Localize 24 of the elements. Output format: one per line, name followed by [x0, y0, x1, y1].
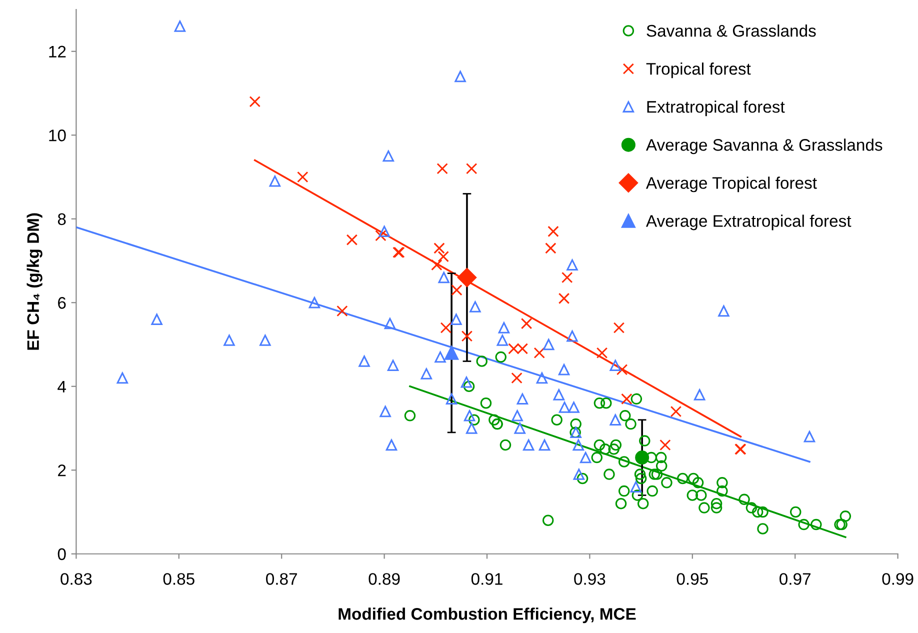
legend-label: Tropical forest [646, 62, 751, 78]
x-tick-label: 0.97 [780, 573, 810, 585]
x-tick-label: 0.89 [368, 573, 400, 585]
y-tick-label: 6 [58, 297, 66, 309]
x-tick-label: 0.85 [163, 573, 194, 585]
x-tick-label: 0.93 [574, 573, 606, 585]
legend-label: Extratropical forest [647, 100, 785, 116]
y-tick-label: 4 [58, 380, 66, 392]
x-tick-label: 0.99 [882, 573, 914, 585]
y-tick-label: 8 [58, 213, 66, 226]
legend-label: Savanna & Grasslands [646, 24, 816, 37]
y-tick-label: 12 [49, 46, 66, 58]
x-tick-label: 0.95 [676, 573, 708, 585]
y-tick-label: 10 [49, 130, 66, 142]
y-axis-title: EF CH₄ (g/kg DM) [26, 213, 42, 350]
y-tick-label: 0 [58, 548, 66, 560]
legend-label: Average Extratropical forest [646, 214, 852, 230]
y-tick-label: 2 [58, 464, 66, 476]
x-tick-label: 0.91 [471, 573, 502, 585]
x-tick-label: 0.83 [60, 573, 92, 585]
legend-label: Average Tropical forest [646, 176, 817, 192]
x-tick-label: 0.87 [266, 573, 297, 585]
legend-label: Average Savanna & Grasslands [646, 138, 882, 154]
x-axis-title: Modified Combustion Efficiency, MCE [338, 608, 636, 624]
